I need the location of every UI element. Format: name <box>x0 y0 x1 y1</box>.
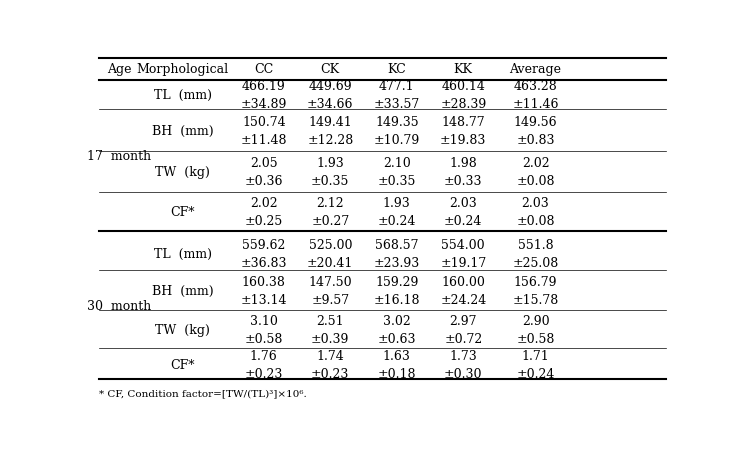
Text: TL  (mm): TL (mm) <box>154 247 212 260</box>
Text: KC: KC <box>387 63 406 76</box>
Text: 160.00
±24.24: 160.00 ±24.24 <box>440 276 486 306</box>
Text: 551.8
±25.08: 551.8 ±25.08 <box>513 238 559 269</box>
Text: 2.02
±0.08: 2.02 ±0.08 <box>516 157 555 188</box>
Text: 3.02
±0.63: 3.02 ±0.63 <box>377 314 416 345</box>
Text: 3.10
±0.58: 3.10 ±0.58 <box>245 314 283 345</box>
Text: 1.63
±0.18: 1.63 ±0.18 <box>377 350 416 380</box>
Text: 449.69
±34.66: 449.69 ±34.66 <box>307 80 354 111</box>
Text: 17  month: 17 month <box>87 150 151 163</box>
Text: 150.74
±11.48: 150.74 ±11.48 <box>240 115 287 146</box>
Text: 1.74
±0.23: 1.74 ±0.23 <box>311 350 349 380</box>
Text: 2.03
±0.08: 2.03 ±0.08 <box>516 197 555 228</box>
Text: 149.41
±12.28: 149.41 ±12.28 <box>307 115 354 146</box>
Text: * CF, Condition factor=[TW/(TL)³]×10⁶.: * CF, Condition factor=[TW/(TL)³]×10⁶. <box>99 388 307 397</box>
Text: 149.35
±10.79: 149.35 ±10.79 <box>374 115 420 146</box>
Text: 2.90
±0.58: 2.90 ±0.58 <box>516 314 555 345</box>
Text: 466.19
±34.89: 466.19 ±34.89 <box>241 80 287 111</box>
Text: 559.62
±36.83: 559.62 ±36.83 <box>240 238 287 269</box>
Text: 460.14
±28.39: 460.14 ±28.39 <box>440 80 486 111</box>
Text: 149.56
±0.83: 149.56 ±0.83 <box>514 115 557 146</box>
Text: 147.50
±9.57: 147.50 ±9.57 <box>309 276 352 306</box>
Text: BH  (mm): BH (mm) <box>152 285 213 298</box>
Text: 156.79
±15.78: 156.79 ±15.78 <box>513 276 559 306</box>
Text: CC: CC <box>254 63 274 76</box>
Text: 463.28
±11.46: 463.28 ±11.46 <box>513 80 559 111</box>
Text: 2.97
±0.72: 2.97 ±0.72 <box>444 314 483 345</box>
Text: Age: Age <box>107 63 131 76</box>
Text: 2.05
±0.36: 2.05 ±0.36 <box>245 157 283 188</box>
Text: 2.12
±0.27: 2.12 ±0.27 <box>311 197 349 228</box>
Text: 148.77
±19.83: 148.77 ±19.83 <box>440 115 486 146</box>
Text: 554.00
±19.17: 554.00 ±19.17 <box>440 238 486 269</box>
Text: CK: CK <box>321 63 340 76</box>
Text: 1.93
±0.24: 1.93 ±0.24 <box>377 197 416 228</box>
Text: 2.02
±0.25: 2.02 ±0.25 <box>245 197 283 228</box>
Text: 477.1
±33.57: 477.1 ±33.57 <box>374 80 420 111</box>
Text: 1.98
±0.33: 1.98 ±0.33 <box>444 157 483 188</box>
Text: 2.10
±0.35: 2.10 ±0.35 <box>377 157 416 188</box>
Text: 1.93
±0.35: 1.93 ±0.35 <box>311 157 349 188</box>
Text: 568.57
±23.93: 568.57 ±23.93 <box>374 238 420 269</box>
Text: 1.71
±0.24: 1.71 ±0.24 <box>516 350 555 380</box>
Text: 160.38
±13.14: 160.38 ±13.14 <box>240 276 287 306</box>
Text: 1.76
±0.23: 1.76 ±0.23 <box>245 350 283 380</box>
Text: 30  month: 30 month <box>87 299 151 313</box>
Text: 1.73
±0.30: 1.73 ±0.30 <box>444 350 483 380</box>
Text: TW  (kg): TW (kg) <box>155 323 210 336</box>
Text: 2.51
±0.39: 2.51 ±0.39 <box>311 314 349 345</box>
Text: KK: KK <box>454 63 473 76</box>
Text: CF*: CF* <box>171 359 195 372</box>
Text: TL  (mm): TL (mm) <box>154 89 212 102</box>
Text: 159.29
±16.18: 159.29 ±16.18 <box>374 276 420 306</box>
Text: Average: Average <box>510 63 562 76</box>
Text: BH  (mm): BH (mm) <box>152 124 213 138</box>
Text: Morphological: Morphological <box>137 63 229 76</box>
Text: 525.00
±20.41: 525.00 ±20.41 <box>307 238 354 269</box>
Text: 2.03
±0.24: 2.03 ±0.24 <box>444 197 483 228</box>
Text: CF*: CF* <box>171 206 195 219</box>
Text: TW  (kg): TW (kg) <box>155 166 210 179</box>
